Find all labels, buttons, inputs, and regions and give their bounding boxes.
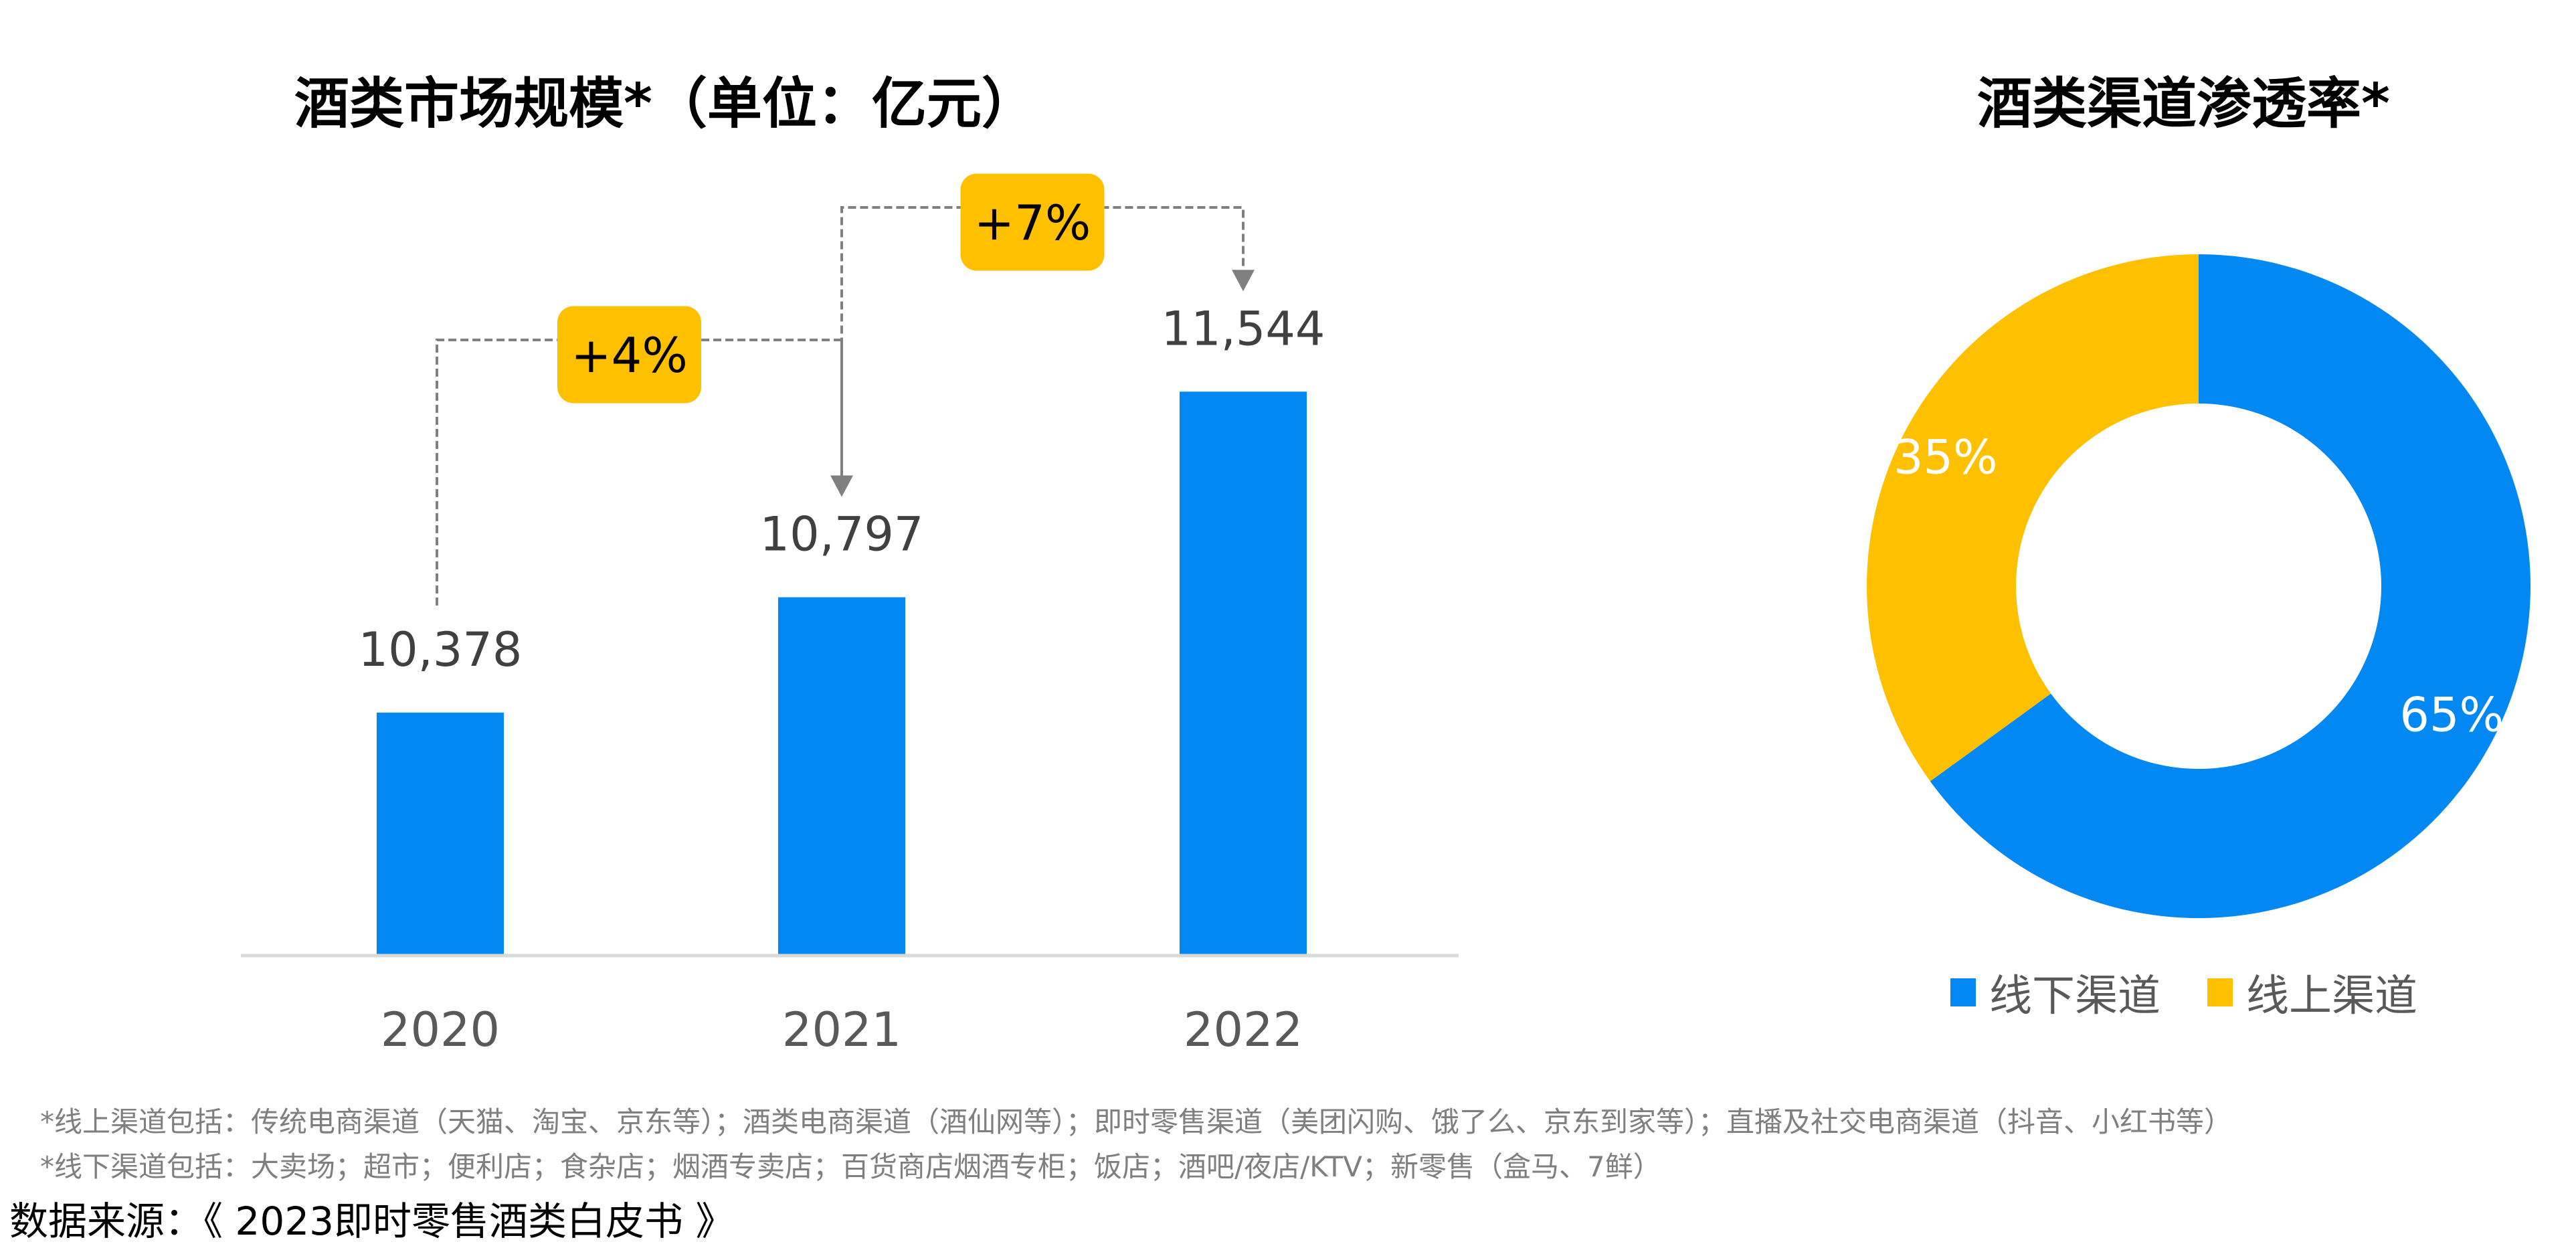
bar-value-label-2020: 10,378: [359, 622, 523, 677]
growth-badges: +4% +7%: [557, 173, 1105, 404]
legend-item-offline: 线下渠道: [1950, 962, 2160, 1023]
bar-marks: [377, 391, 1307, 954]
x-tick-2022: 2022: [1184, 1002, 1303, 1057]
growth-badge-2021: [557, 306, 701, 404]
data-source: 数据来源：《 2023即时零售酒类白皮书 》: [9, 1198, 735, 1244]
x-tick-2020: 2020: [381, 1002, 500, 1057]
donut-slice-online: [1867, 254, 2199, 782]
donut-slice-offline: [1930, 254, 2531, 919]
bar-value-labels: 10,378 10,797 11,544: [359, 301, 1325, 677]
x-tick-labels: 2020 2021 2022: [381, 1002, 1303, 1057]
donut-legend: 线下渠道 线上渠道: [1950, 962, 2464, 1023]
growth-badge-label-2021: +4%: [571, 327, 688, 383]
footnote-offline-channels: *线下渠道包括：大卖场；超市；便利店；食杂店；烟酒专卖店；百货商店烟酒专柜；饭店…: [40, 1150, 1661, 1183]
bar-value-label-2022: 11,544: [1162, 301, 1325, 356]
legend-label: 线上渠道: [2246, 972, 2417, 1021]
x-tick-2021: 2021: [782, 1002, 901, 1057]
donut-slices: [1867, 254, 2531, 919]
bar-2021: [778, 597, 905, 954]
growth-connector-2020-2021: [436, 339, 843, 606]
legend-swatch-icon: [2207, 978, 2233, 1006]
legend-swatch-icon: [1950, 978, 1976, 1006]
bar-chart: 10,378 10,797 11,544 2020 2021 2022 +4% +7%: [241, 173, 1459, 1057]
bar-chart-title: 酒类市场规模*（单位：亿元）: [294, 72, 1036, 136]
growth-badge-label-2022: +7%: [974, 195, 1091, 251]
legend-item-online: 线上渠道: [2207, 962, 2417, 1023]
donut-slice-label-offline: 65%: [2399, 688, 2504, 743]
donut-chart: 65% 35%: [1867, 254, 2531, 919]
donut-chart-title: 酒类渠道渗透率*: [1977, 72, 2390, 136]
growth-badge-2022: [960, 173, 1105, 271]
donut-slice-label-online: 35%: [1894, 430, 1998, 484]
bar-2022: [1180, 391, 1307, 954]
bar-2020: [377, 712, 504, 954]
footnote-online-channels: *线上渠道包括：传统电商渠道（天猫、淘宝、京东等）；酒类电商渠道（酒仙网等）；即…: [40, 1105, 2233, 1138]
bar-value-label-2021: 10,797: [760, 507, 924, 562]
legend-label: 线下渠道: [1989, 972, 2160, 1021]
donut-slice-labels: 65% 35%: [1894, 430, 2504, 742]
arrow-down-icon: [1232, 270, 1255, 292]
